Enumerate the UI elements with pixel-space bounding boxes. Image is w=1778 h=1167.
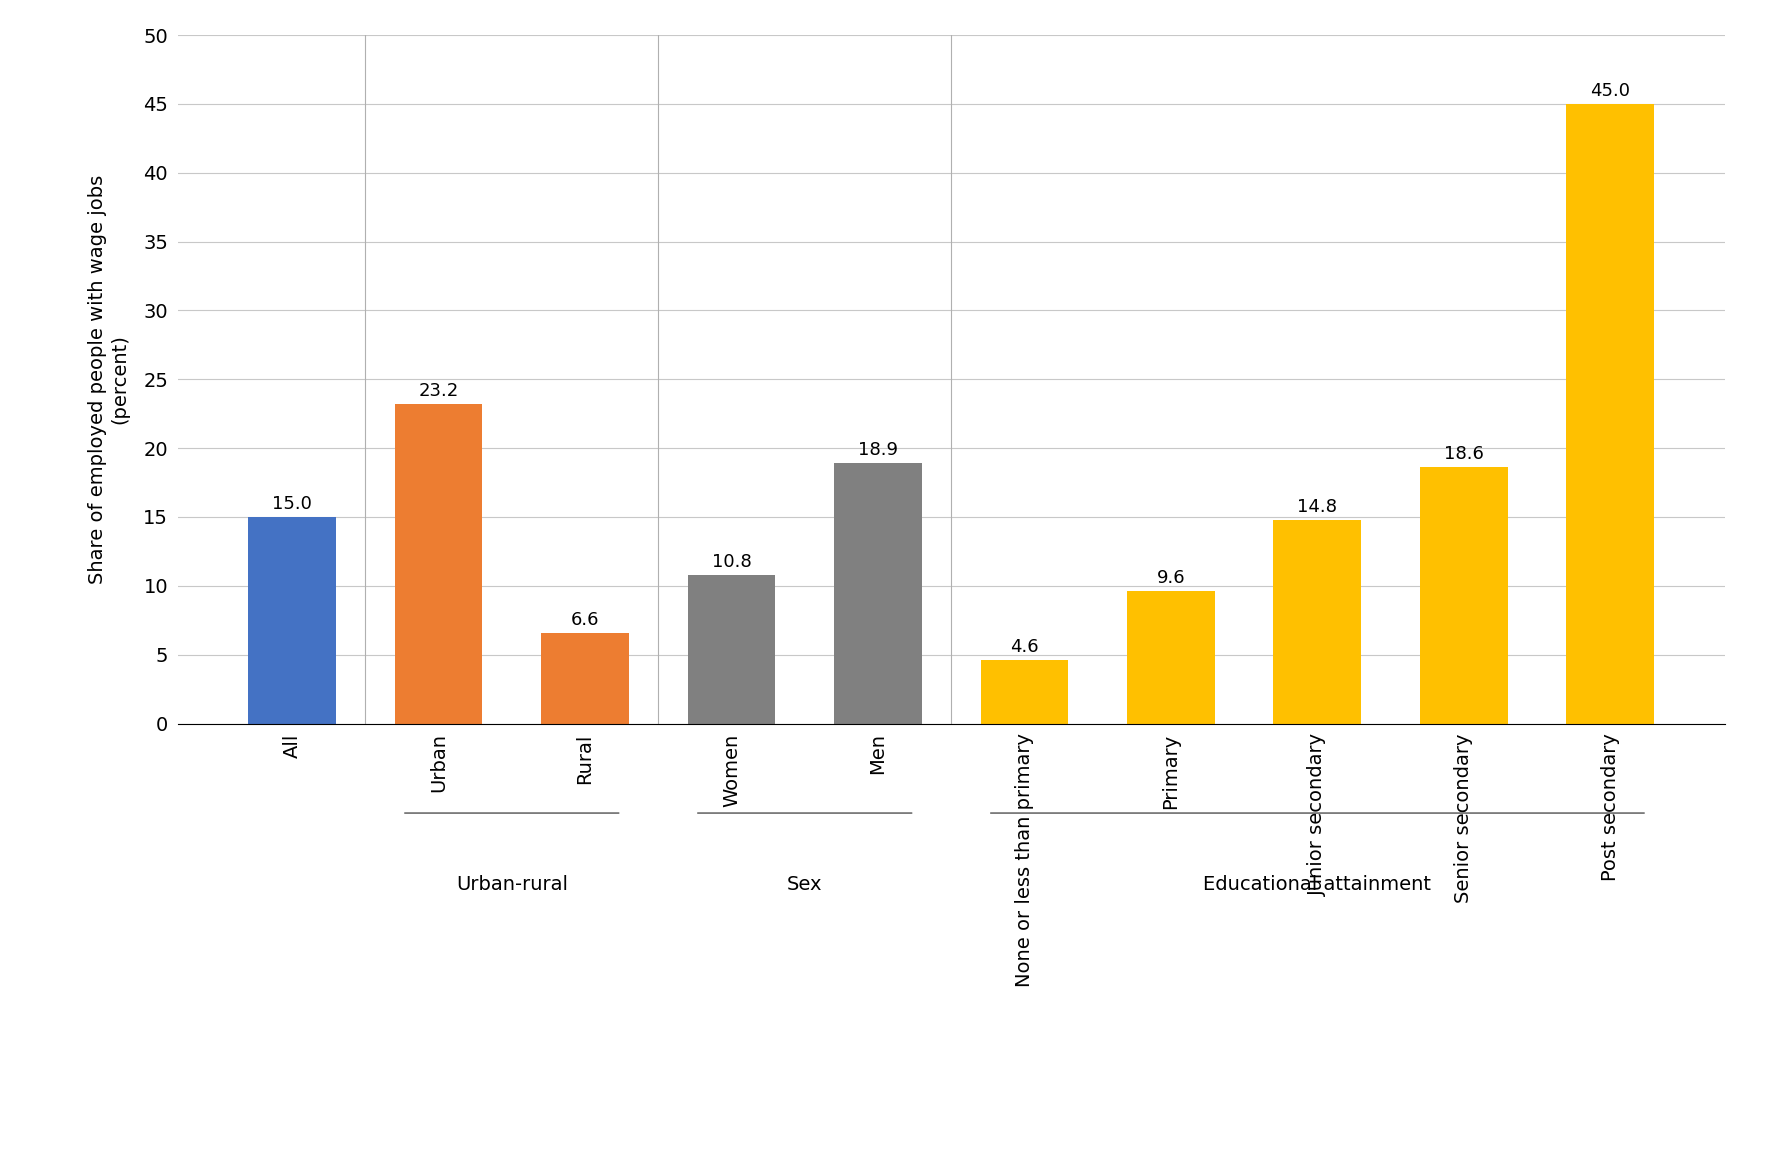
Text: 23.2: 23.2 <box>418 382 459 400</box>
Bar <box>395 404 482 724</box>
Text: 14.8: 14.8 <box>1298 497 1337 516</box>
Text: 4.6: 4.6 <box>1010 638 1038 656</box>
Bar <box>1273 519 1362 724</box>
Bar <box>1566 104 1654 724</box>
Text: Urban-rural: Urban-rural <box>455 875 567 894</box>
Text: 15.0: 15.0 <box>272 495 311 512</box>
Text: 9.6: 9.6 <box>1157 569 1186 587</box>
Text: Sex: Sex <box>788 875 823 894</box>
Text: 10.8: 10.8 <box>711 553 752 571</box>
Text: Educational attainment: Educational attainment <box>1204 875 1431 894</box>
Text: 18.6: 18.6 <box>1444 446 1485 463</box>
Bar <box>980 661 1069 724</box>
Text: 18.9: 18.9 <box>859 441 898 459</box>
Bar <box>249 517 336 724</box>
Text: 6.6: 6.6 <box>571 610 599 629</box>
Text: 45.0: 45.0 <box>1590 82 1630 99</box>
Bar <box>688 575 775 724</box>
Bar <box>541 633 629 724</box>
Bar <box>1127 592 1214 724</box>
Y-axis label: Share of employed people with wage jobs
(percent): Share of employed people with wage jobs … <box>89 175 130 584</box>
Bar <box>1421 468 1508 724</box>
Bar <box>834 463 923 724</box>
